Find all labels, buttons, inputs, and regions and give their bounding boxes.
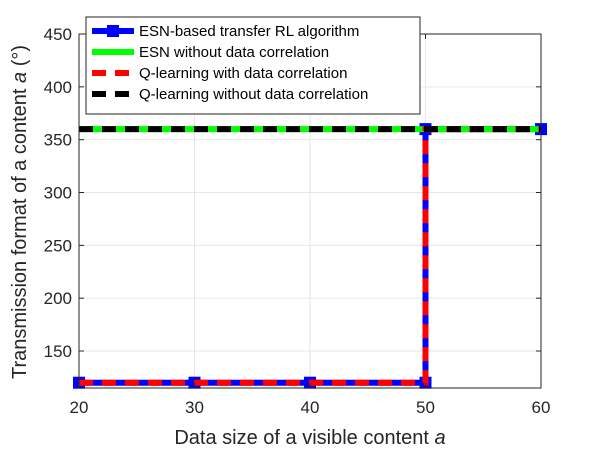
legend-entry: Q-learning with data correlation: [92, 65, 347, 82]
legend-label: Q-learning with data correlation: [139, 65, 347, 82]
x-axis-label-variable: a: [435, 427, 446, 449]
series-line: [79, 126, 541, 386]
y-tick-label: 200: [44, 289, 72, 308]
tick-labels: 20 30 40 50 60 150 200 250 300 350 400 450: [44, 25, 551, 417]
y-tick-label: 150: [44, 342, 72, 361]
legend-entry: ESN-based transfer RL algorithm: [92, 23, 359, 40]
y-tick-label: 350: [44, 131, 72, 150]
series-3: [79, 126, 541, 386]
legend-label: ESN without data correlation: [139, 44, 329, 61]
legend-label: Q-learning without data correlation: [139, 86, 368, 103]
y-tick-label: 250: [44, 236, 72, 255]
y-axis-label-text: Transmission format of a content: [9, 83, 31, 379]
y-tick-label: 400: [44, 78, 72, 97]
y-axis-label: Transmission format of a content a (°): [9, 45, 31, 379]
y-tick-label: 300: [44, 184, 72, 203]
y-axis-label-variable: a: [9, 72, 31, 83]
x-tick-label: 50: [416, 398, 435, 417]
series-group: [73, 123, 547, 389]
y-tick-label: 450: [44, 25, 72, 44]
legend-marker: [107, 25, 119, 37]
x-tick-label: 40: [301, 398, 320, 417]
x-tick-label: 60: [532, 398, 551, 417]
x-axis-label-text: Data size of a visible content: [174, 427, 434, 449]
x-axis-label: Data size of a visible content a: [174, 427, 445, 449]
legend-box: [85, 16, 421, 115]
legend-label: ESN-based transfer RL algorithm: [139, 23, 359, 40]
legend-entry: ESN without data correlation: [92, 44, 329, 61]
legend-entries: ESN-based transfer RL algorithm ESN witho…: [92, 23, 368, 103]
x-tick-label: 30: [185, 398, 204, 417]
y-axis-label-unit: (°): [9, 45, 31, 72]
legend-entry: Q-learning without data correlation: [92, 86, 368, 103]
legend: ESN-based transfer RL algorithm ESN witho…: [85, 16, 421, 115]
x-tick-label: 20: [70, 398, 89, 417]
